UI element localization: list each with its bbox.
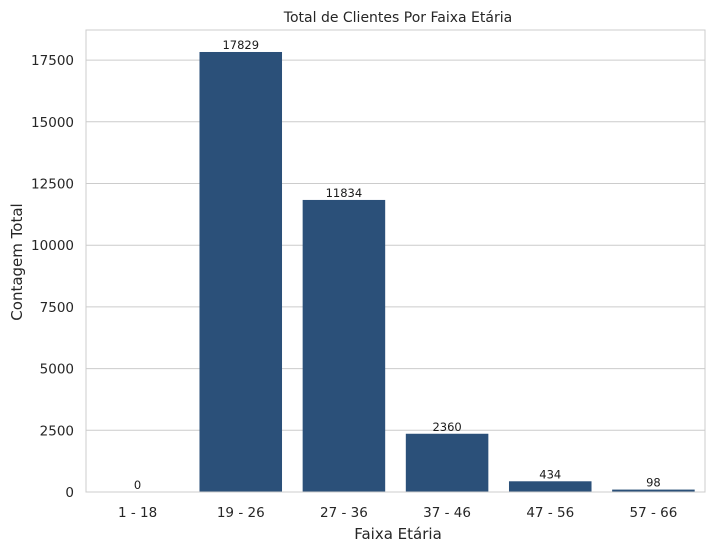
x-tick-label: 47 - 56 xyxy=(526,505,574,521)
bar xyxy=(508,481,592,492)
bar-value-label: 2360 xyxy=(432,420,461,434)
chart-title: Total de Clientes Por Faixa Etária xyxy=(283,10,512,26)
plot-frame xyxy=(85,29,706,493)
x-tick-label: 1 - 18 xyxy=(118,505,157,521)
bar-value-label: 17829 xyxy=(222,38,259,52)
bar-value-label: 11834 xyxy=(326,186,363,200)
y-tick-label: 0 xyxy=(65,485,74,501)
y-tick-labels: 0 2500 5000 7500 10000 12500 15000 17500 xyxy=(31,53,74,501)
bar xyxy=(612,489,695,492)
x-tick-label: 57 - 66 xyxy=(630,505,678,521)
data-labels: 0 17829 11834 2360 434 98 xyxy=(134,38,661,492)
y-tick-label: 17500 xyxy=(31,53,74,69)
x-tick-label: 27 - 36 xyxy=(320,505,368,521)
y-tick-label: 12500 xyxy=(31,177,74,193)
y-tick-label: 15000 xyxy=(31,115,74,131)
x-tick-label: 37 - 46 xyxy=(423,505,471,521)
y-tick-label: 7500 xyxy=(40,300,74,316)
y-tick-label: 2500 xyxy=(40,423,74,439)
y-tick-label: 10000 xyxy=(31,238,74,254)
x-axis-label: Faixa Etária xyxy=(354,525,442,543)
bar xyxy=(302,199,386,493)
bar xyxy=(405,433,489,492)
bar-value-label: 434 xyxy=(539,467,561,481)
y-tick-label: 5000 xyxy=(40,362,74,378)
bar xyxy=(199,51,283,493)
x-tick-label: 19 - 26 xyxy=(217,505,265,521)
bars xyxy=(199,51,695,493)
y-axis-label: Contagem Total xyxy=(8,203,26,320)
bar-value-label: 0 xyxy=(134,478,141,492)
x-tick-labels: 1 - 18 19 - 26 27 - 36 37 - 46 47 - 56 57 - 6… xyxy=(118,505,677,521)
bar-value-label: 98 xyxy=(646,476,661,490)
